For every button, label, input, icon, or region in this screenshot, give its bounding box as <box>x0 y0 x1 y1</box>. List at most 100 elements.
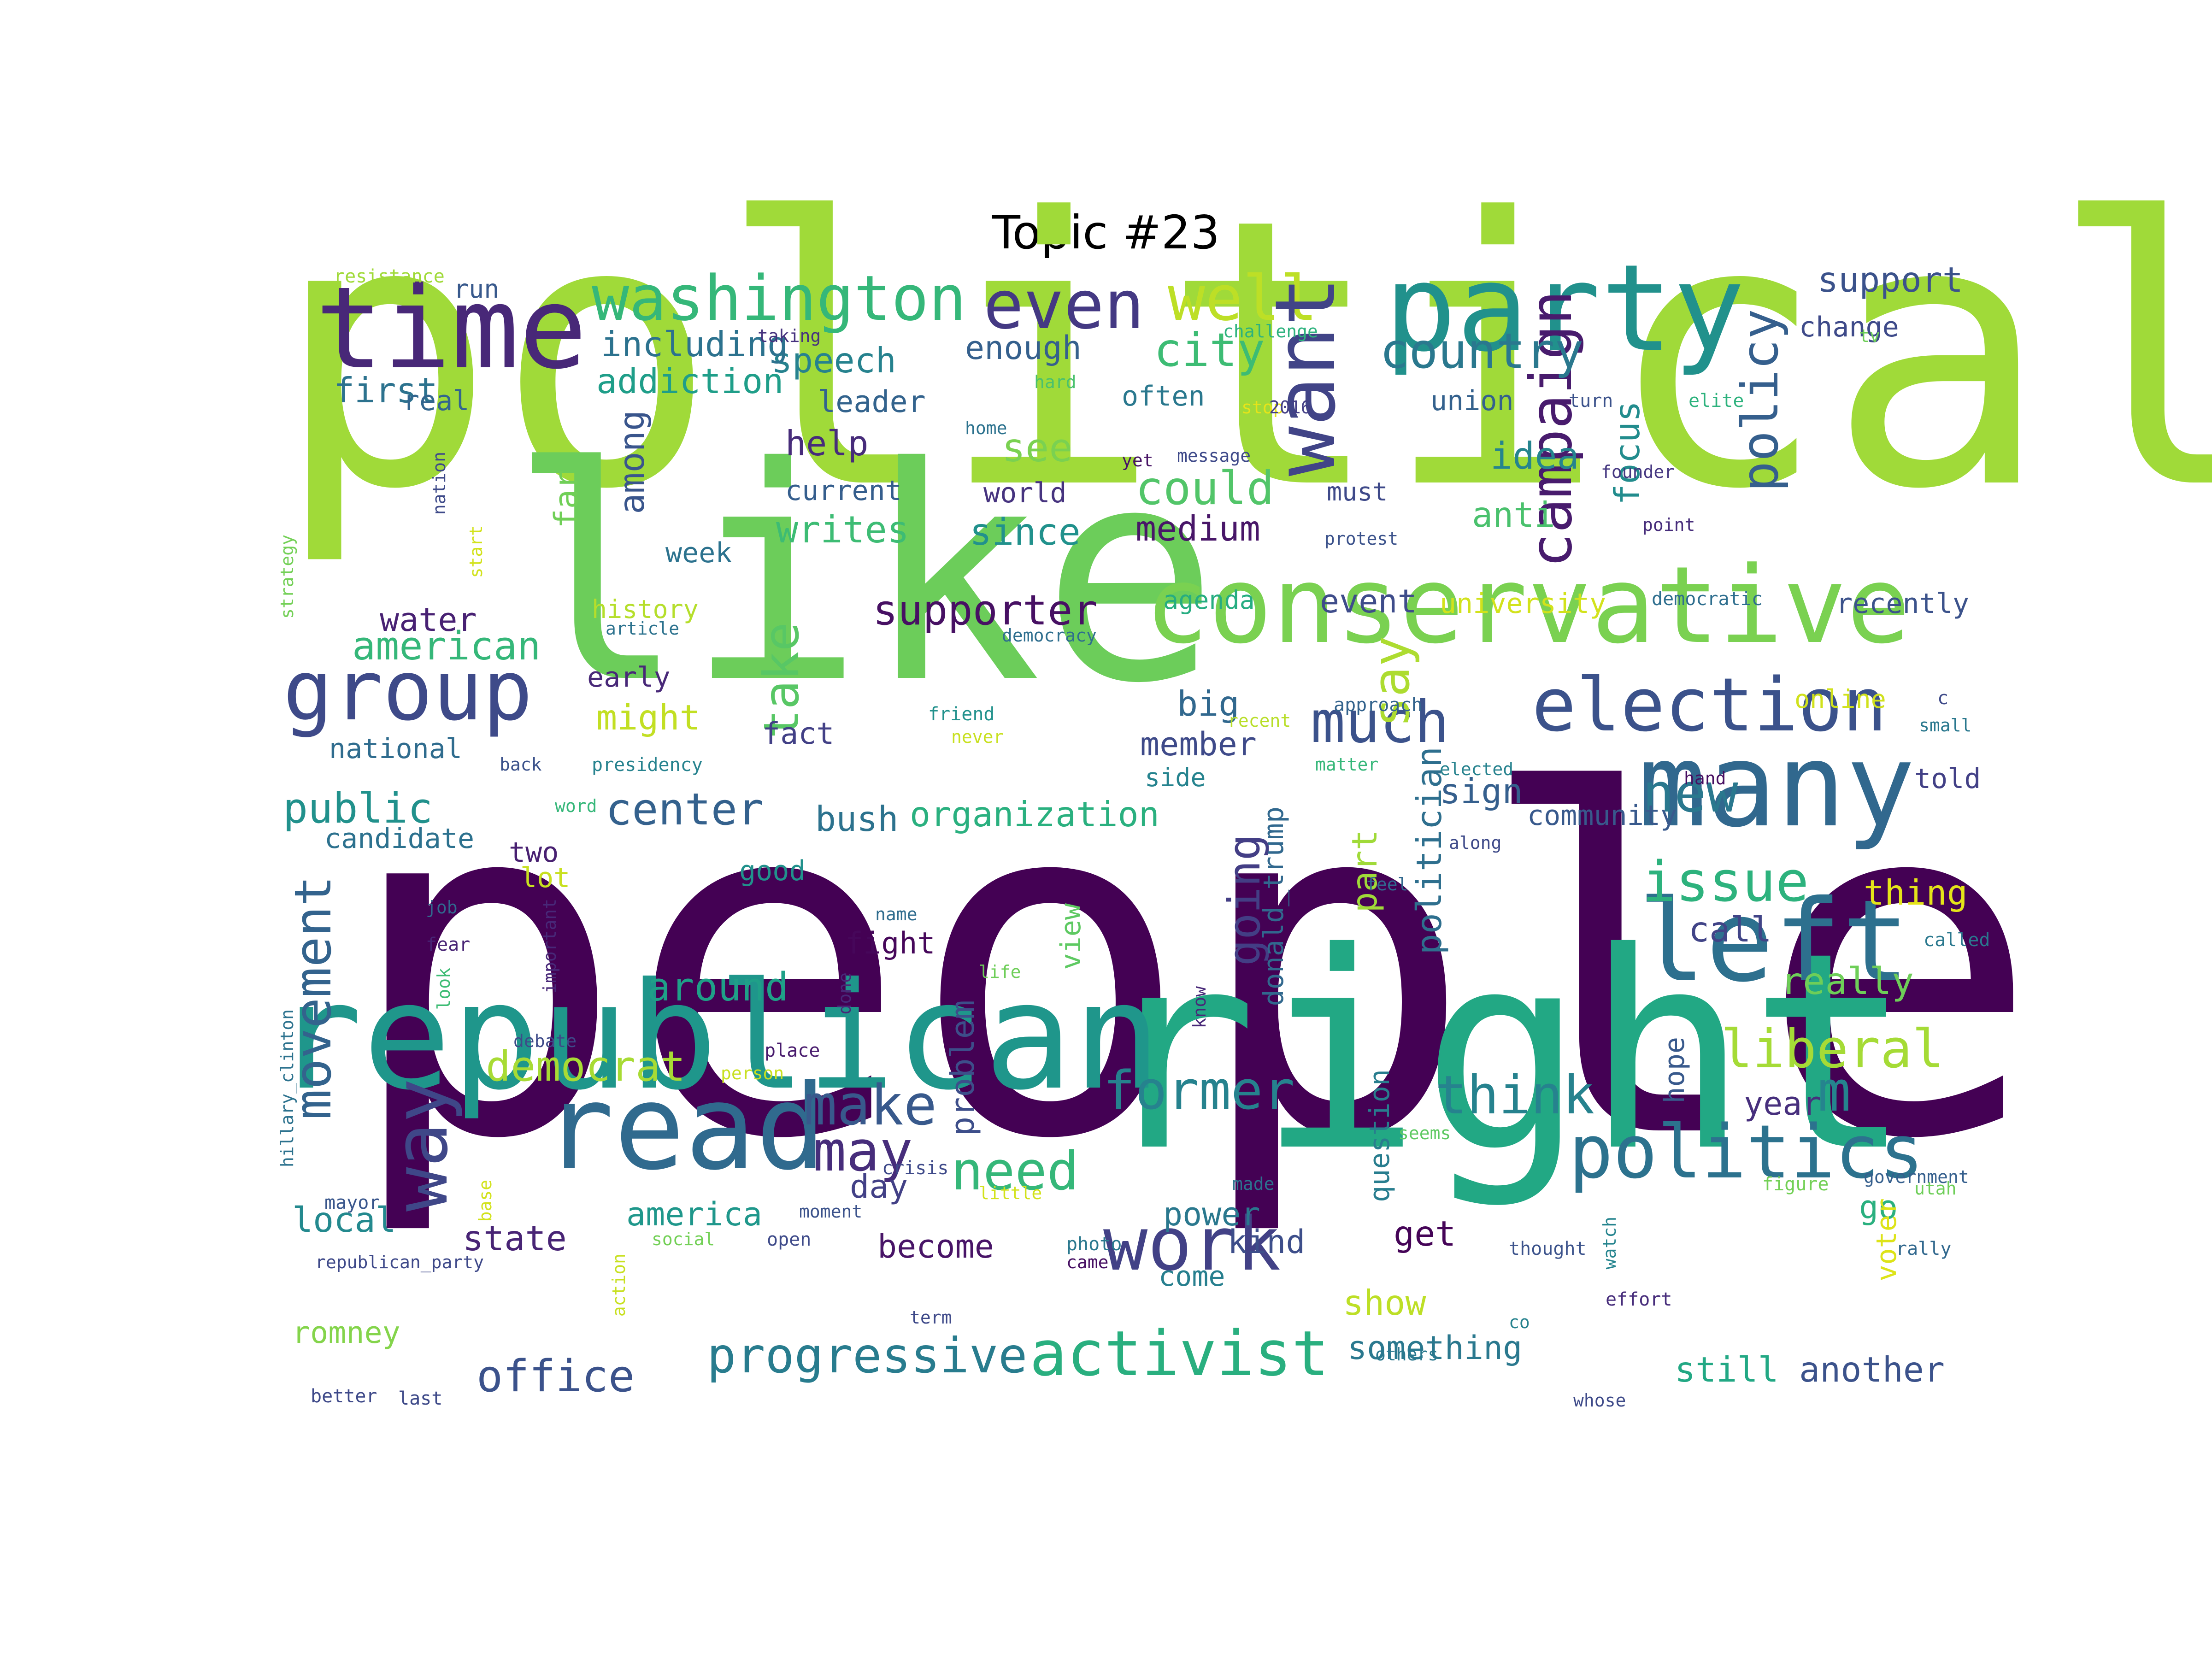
word-lot: lot <box>520 862 571 894</box>
word-university: university <box>1440 588 1606 620</box>
word-local: local <box>292 1200 396 1240</box>
word-call: call <box>1688 909 1772 950</box>
word-group: group <box>283 643 533 739</box>
word-center: center <box>606 784 764 835</box>
word-life: life <box>979 962 1021 982</box>
word-whose: whose <box>1573 1390 1626 1411</box>
word-others: others <box>1375 1344 1439 1365</box>
word-often: often <box>1122 380 1205 412</box>
word-tv: tv <box>1859 326 1880 346</box>
word-conservative: conservative <box>1145 544 1911 667</box>
word-year: year <box>1744 1085 1822 1123</box>
word-become: become <box>877 1228 994 1265</box>
word-hard: hard <box>1034 372 1077 392</box>
word-romney: romney <box>292 1316 400 1350</box>
word-city: city <box>1154 323 1265 377</box>
word-point: point <box>1642 515 1695 535</box>
word-much: much <box>1311 689 1450 756</box>
word-idea: idea <box>1490 435 1579 477</box>
word-state: state <box>463 1218 567 1259</box>
word-among: among <box>612 410 652 514</box>
word-sign: sign <box>1440 771 1523 812</box>
word-feel: feel <box>1366 874 1408 894</box>
word-since: since <box>970 511 1081 553</box>
word-two: two <box>509 836 559 869</box>
word-show: show <box>1343 1282 1426 1323</box>
word-done: done <box>835 972 855 1015</box>
word-still: still <box>1675 1349 1779 1390</box>
word-problem: problem <box>944 1000 982 1136</box>
word-progressive: progressive <box>707 1328 1028 1384</box>
word-fear: fear <box>426 934 471 955</box>
word-think: think <box>1435 1065 1595 1126</box>
word-agenda: agenda <box>1163 585 1255 615</box>
word-could: could <box>1135 461 1275 515</box>
word-protest: protest <box>1324 529 1399 549</box>
word-addiction: addiction <box>596 361 784 401</box>
word-action: action <box>609 1253 629 1317</box>
word-far: far <box>547 470 585 529</box>
word-rally: rally <box>1896 1238 1952 1259</box>
word-enough: enough <box>965 329 1082 367</box>
word-community: community <box>1527 800 1677 832</box>
word-back: back <box>500 754 542 775</box>
word-m: m <box>1818 1060 1851 1124</box>
word-founder: founder <box>1601 462 1675 482</box>
word-job: job <box>426 897 458 918</box>
word-hand: hand <box>1684 768 1726 788</box>
word-early: early <box>587 661 671 694</box>
word-union: union <box>1430 385 1514 417</box>
word-strategy: strategy <box>277 535 297 619</box>
word-made: made <box>1232 1174 1275 1194</box>
word-focus: focus <box>1607 401 1647 505</box>
word-water: water <box>380 601 477 639</box>
word-fight: fight <box>845 926 935 961</box>
word-never: never <box>951 727 1004 747</box>
word-may: may <box>813 1120 913 1184</box>
word-history: history <box>592 594 699 624</box>
word-office: office <box>477 1351 635 1402</box>
word-week: week <box>665 537 732 569</box>
word-part: part <box>1344 830 1385 913</box>
word-side: side <box>1145 763 1206 792</box>
word-really: really <box>1781 960 1914 1003</box>
word-big: big <box>1177 683 1240 724</box>
word-right: right <box>1094 894 1913 1211</box>
word-party: party <box>1384 239 1745 378</box>
word-country: country <box>1380 323 1584 379</box>
word-photo: photo <box>1066 1234 1122 1255</box>
word-around: around <box>647 965 789 1010</box>
word-home: home <box>965 418 1007 438</box>
word-word: word <box>555 796 597 816</box>
word-democracy: democracy <box>1002 625 1097 646</box>
word-term: term <box>910 1307 952 1328</box>
word-little: little <box>979 1183 1042 1203</box>
word-many: many <box>1638 718 1916 853</box>
word-taking: taking <box>758 326 821 346</box>
word-organization: organization <box>910 794 1159 835</box>
word-candidate: candidate <box>324 823 475 855</box>
word-even: even <box>983 266 1145 344</box>
word-view: view <box>1055 903 1087 970</box>
word-last: last <box>398 1388 443 1409</box>
word-base: base <box>475 1180 495 1222</box>
word-must: must <box>1327 477 1388 506</box>
word-change: change <box>1799 311 1899 343</box>
word-washington: washington <box>592 262 966 335</box>
word-want: want <box>1258 276 1354 477</box>
word-elite: elite <box>1688 390 1744 412</box>
word-leader: leader <box>818 385 926 419</box>
word-help: help <box>785 423 869 464</box>
word-c: c <box>1937 688 1949 709</box>
word-thought: thought <box>1509 1238 1587 1259</box>
word-election: election <box>1532 662 1887 748</box>
word-writes: writes <box>776 508 909 551</box>
word-time: time <box>315 263 588 394</box>
word-better: better <box>311 1386 377 1407</box>
word-medium: medium <box>1135 508 1260 549</box>
word-friend: friend <box>928 704 995 725</box>
word-watch: watch <box>1600 1217 1620 1270</box>
word-government: government <box>1864 1167 1969 1187</box>
word-matter: matter <box>1315 754 1379 775</box>
word-something: something <box>1347 1329 1523 1367</box>
